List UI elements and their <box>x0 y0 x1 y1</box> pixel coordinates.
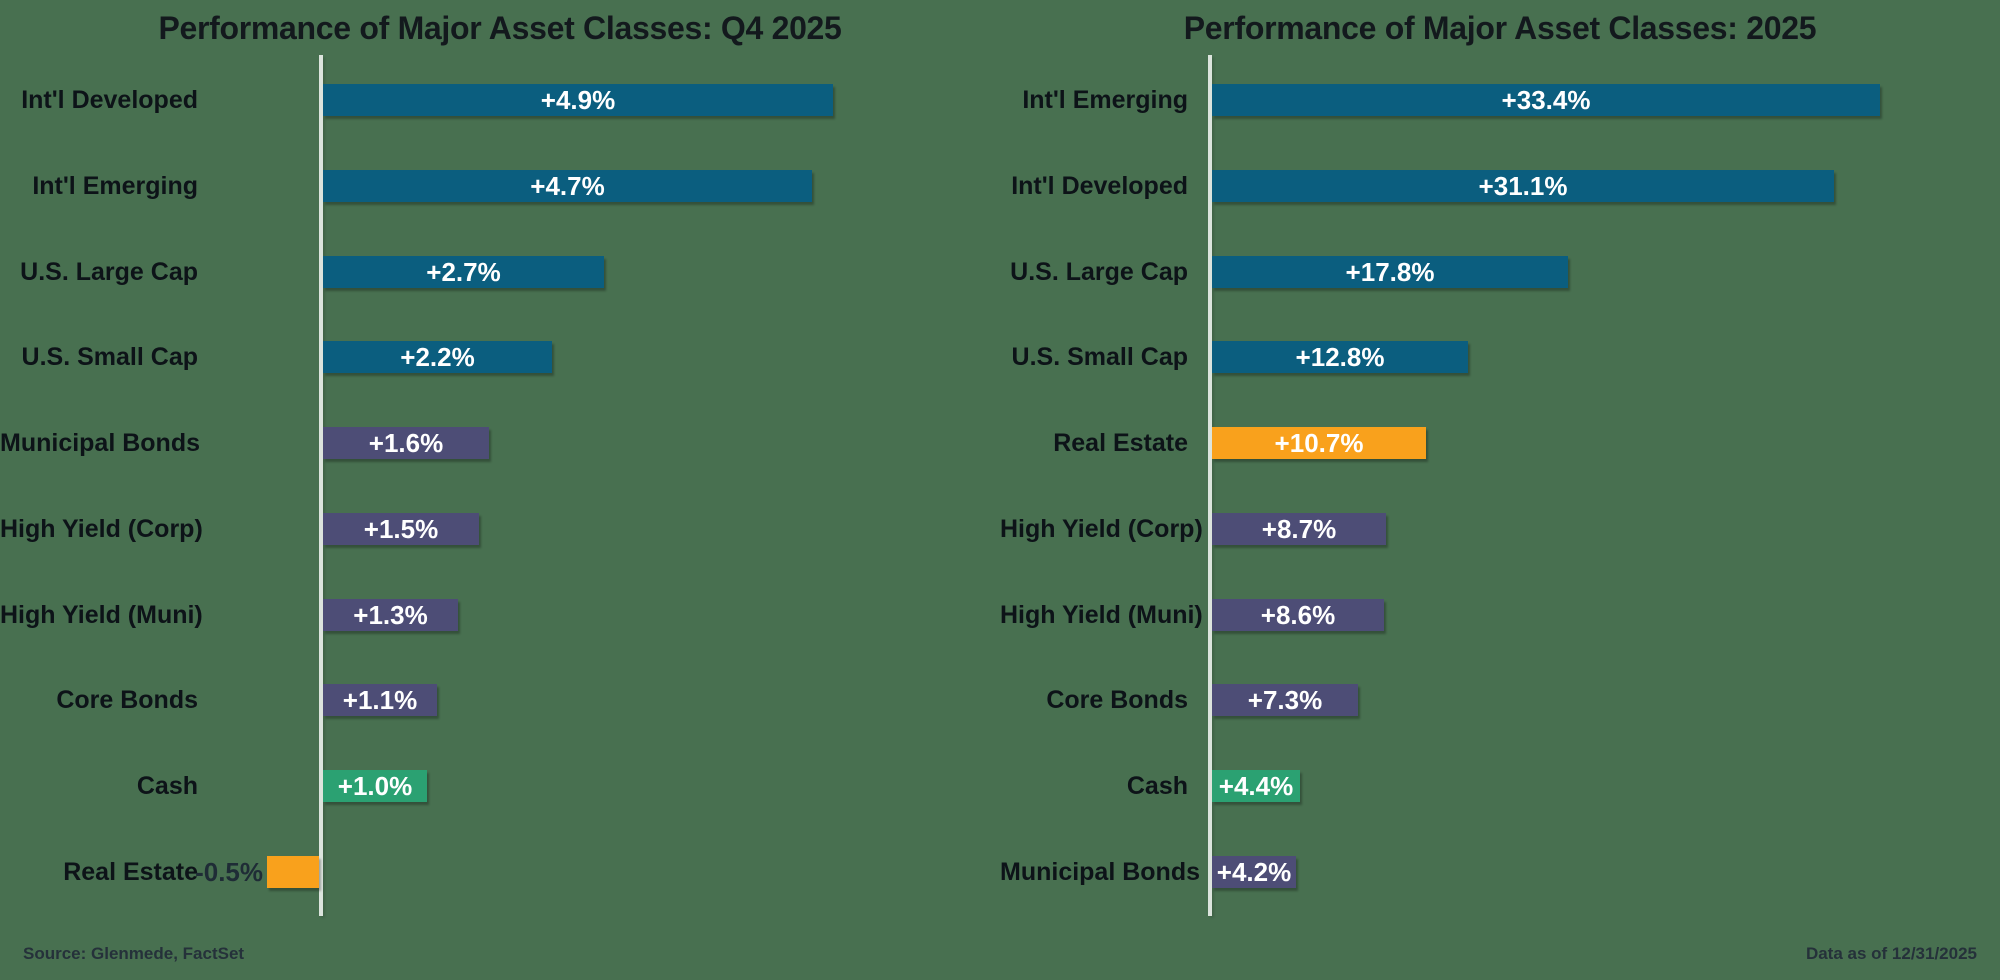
bar-u-s-large-cap: +2.7% <box>323 256 604 288</box>
bar-value-label: +1.6% <box>368 428 444 458</box>
category-label-int-l-emerging: Int'l Emerging <box>1022 86 1188 114</box>
bar-value-label: +2.2% <box>400 342 475 372</box>
zero-axis-line <box>1208 55 1212 916</box>
bar-real-estate <box>267 856 319 888</box>
bar-value-label: +4.2% <box>1216 857 1292 887</box>
category-label-u-s-large-cap: U.S. Large Cap <box>1010 258 1188 286</box>
category-label-core-bonds: Core Bonds <box>56 686 198 714</box>
category-label-int-l-developed: Int'l Developed <box>1011 172 1188 200</box>
bar-value-label: +1.3% <box>353 600 428 630</box>
category-label-core-bonds: Core Bonds <box>1046 686 1188 714</box>
bar-cash: +4.4% <box>1212 770 1300 802</box>
chart-title-q4-2025: Performance of Major Asset Classes: Q4 2… <box>158 10 842 46</box>
bar-u-s-small-cap: +12.8% <box>1212 341 1468 373</box>
bar-core-bonds: +7.3% <box>1212 684 1358 716</box>
bar-value-label: +7.3% <box>1247 685 1323 715</box>
bar-value-label: +17.8% <box>1345 257 1435 287</box>
category-label-int-l-emerging: Int'l Emerging <box>32 172 198 200</box>
data-as-of-note: Data as of 12/31/2025 <box>1805 944 1977 963</box>
bar-real-estate: +10.7% <box>1212 427 1426 459</box>
chart-panel-q4-2025: Performance of Major Asset Classes: Q4 2… <box>0 10 842 916</box>
bar-int-l-emerging: +4.7% <box>323 170 812 202</box>
bar-value-label-negative: -0.5% <box>195 857 263 887</box>
bar-value-label: +4.7% <box>530 171 605 201</box>
category-label-u-s-small-cap: U.S. Small Cap <box>21 343 198 371</box>
bar-value-label: +2.7% <box>426 257 501 287</box>
category-label-high-yield-corp: High Yield (Corp) <box>0 515 203 543</box>
bar-u-s-small-cap: +2.2% <box>323 341 552 373</box>
bar-value-label: +1.5% <box>363 514 439 544</box>
category-label-high-yield-muni: High Yield (Muni) <box>1000 601 1203 629</box>
category-label-high-yield-muni: High Yield (Muni) <box>0 601 203 629</box>
chart-panel-2025: Performance of Major Asset Classes: 2025… <box>1000 0 2000 980</box>
bar-value-label: +8.6% <box>1260 600 1336 630</box>
bar-value-label: +10.7% <box>1274 428 1364 458</box>
category-label-u-s-small-cap: U.S. Small Cap <box>1011 343 1188 371</box>
category-label-municipal-bonds: Municipal Bonds <box>0 429 200 457</box>
bar-value-label: +33.4% <box>1501 85 1591 115</box>
source-note: Source: Glenmede, FactSet <box>23 944 245 963</box>
bar-value-label: +12.8% <box>1295 342 1385 372</box>
category-label-real-estate: Real Estate <box>1053 429 1188 457</box>
bar-int-l-developed: +4.9% <box>323 84 833 116</box>
bar-value-label: +4.9% <box>540 85 616 115</box>
bar-value-label: +31.1% <box>1478 171 1568 201</box>
bar-high-yield-muni: +8.6% <box>1212 599 1384 631</box>
category-label-municipal-bonds: Municipal Bonds <box>1000 858 1200 886</box>
bar-int-l-developed: +31.1% <box>1212 170 1834 202</box>
bar-value-label: +1.1% <box>342 685 418 715</box>
category-label-high-yield-corp: High Yield (Corp) <box>1000 515 1203 543</box>
bar-value-label: +1.0% <box>337 771 413 801</box>
bar-high-yield-corp: +1.5% <box>323 513 479 545</box>
chart-title-2025: Performance of Major Asset Classes: 2025 <box>1183 10 1817 46</box>
bar-value-label: +4.4% <box>1218 771 1294 801</box>
category-label-u-s-large-cap: U.S. Large Cap <box>20 258 198 286</box>
category-label-cash: Cash <box>136 772 198 800</box>
bar-municipal-bonds: +1.6% <box>323 427 489 459</box>
bar-u-s-large-cap: +17.8% <box>1212 256 1568 288</box>
bar-municipal-bonds: +4.2% <box>1212 856 1296 888</box>
category-label-real-estate: Real Estate <box>63 858 198 886</box>
bar-cash: +1.0% <box>323 770 427 802</box>
category-label-cash: Cash <box>1126 772 1188 800</box>
bar-high-yield-muni: +1.3% <box>323 599 458 631</box>
category-label-int-l-developed: Int'l Developed <box>21 86 198 114</box>
bar-int-l-emerging: +33.4% <box>1212 84 1880 116</box>
zero-axis-line <box>319 55 323 916</box>
bar-value-label: +8.7% <box>1261 514 1337 544</box>
bar-high-yield-corp: +8.7% <box>1212 513 1386 545</box>
bar-core-bonds: +1.1% <box>323 684 437 716</box>
